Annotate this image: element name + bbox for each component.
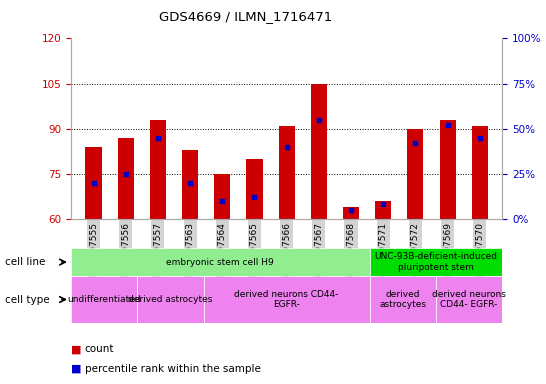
Point: [153, 135, 162, 141]
Text: cell type: cell type: [5, 295, 50, 305]
Bar: [472, 126, 488, 219]
Text: undifferentiated: undifferentiated: [67, 295, 141, 304]
Bar: [117, 138, 134, 219]
Point: [282, 144, 291, 150]
Point: [443, 122, 452, 128]
Bar: [204, 276, 370, 323]
Text: derived
astrocytes: derived astrocytes: [379, 290, 426, 309]
Point: [476, 135, 484, 141]
Text: UNC-93B-deficient-induced
pluripotent stem: UNC-93B-deficient-induced pluripotent st…: [375, 252, 497, 272]
Point: [186, 180, 194, 186]
Text: embryonic stem cell H9: embryonic stem cell H9: [167, 258, 274, 266]
Bar: [71, 276, 138, 323]
Text: GDS4669 / ILMN_1716471: GDS4669 / ILMN_1716471: [159, 10, 333, 23]
Text: ■: ■: [71, 364, 81, 374]
Text: count: count: [85, 344, 114, 354]
Bar: [138, 276, 204, 323]
Point: [411, 140, 420, 146]
Bar: [407, 129, 424, 219]
Text: cell line: cell line: [5, 257, 46, 267]
Text: ■: ■: [71, 344, 81, 354]
Point: [347, 207, 355, 213]
Bar: [440, 120, 456, 219]
Bar: [150, 120, 166, 219]
Bar: [278, 126, 295, 219]
Text: derived neurons
CD44- EGFR-: derived neurons CD44- EGFR-: [432, 290, 506, 309]
Bar: [311, 84, 327, 219]
Bar: [71, 248, 370, 276]
Text: percentile rank within the sample: percentile rank within the sample: [85, 364, 260, 374]
Text: derived neurons CD44-
EGFR-: derived neurons CD44- EGFR-: [234, 290, 339, 309]
Bar: [214, 174, 230, 219]
Bar: [436, 276, 502, 323]
Point: [314, 117, 323, 123]
Bar: [246, 159, 263, 219]
Bar: [370, 248, 502, 276]
Bar: [86, 147, 102, 219]
Bar: [370, 276, 436, 323]
Bar: [182, 150, 198, 219]
Point: [250, 194, 259, 200]
Point: [379, 201, 388, 207]
Point: [121, 170, 130, 177]
Point: [218, 198, 227, 204]
Point: [89, 180, 98, 186]
Text: derived astrocytes: derived astrocytes: [128, 295, 213, 304]
Bar: [343, 207, 359, 219]
Bar: [375, 201, 391, 219]
